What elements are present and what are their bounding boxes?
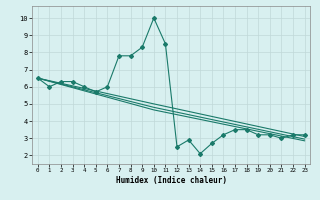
X-axis label: Humidex (Indice chaleur): Humidex (Indice chaleur)	[116, 176, 227, 185]
